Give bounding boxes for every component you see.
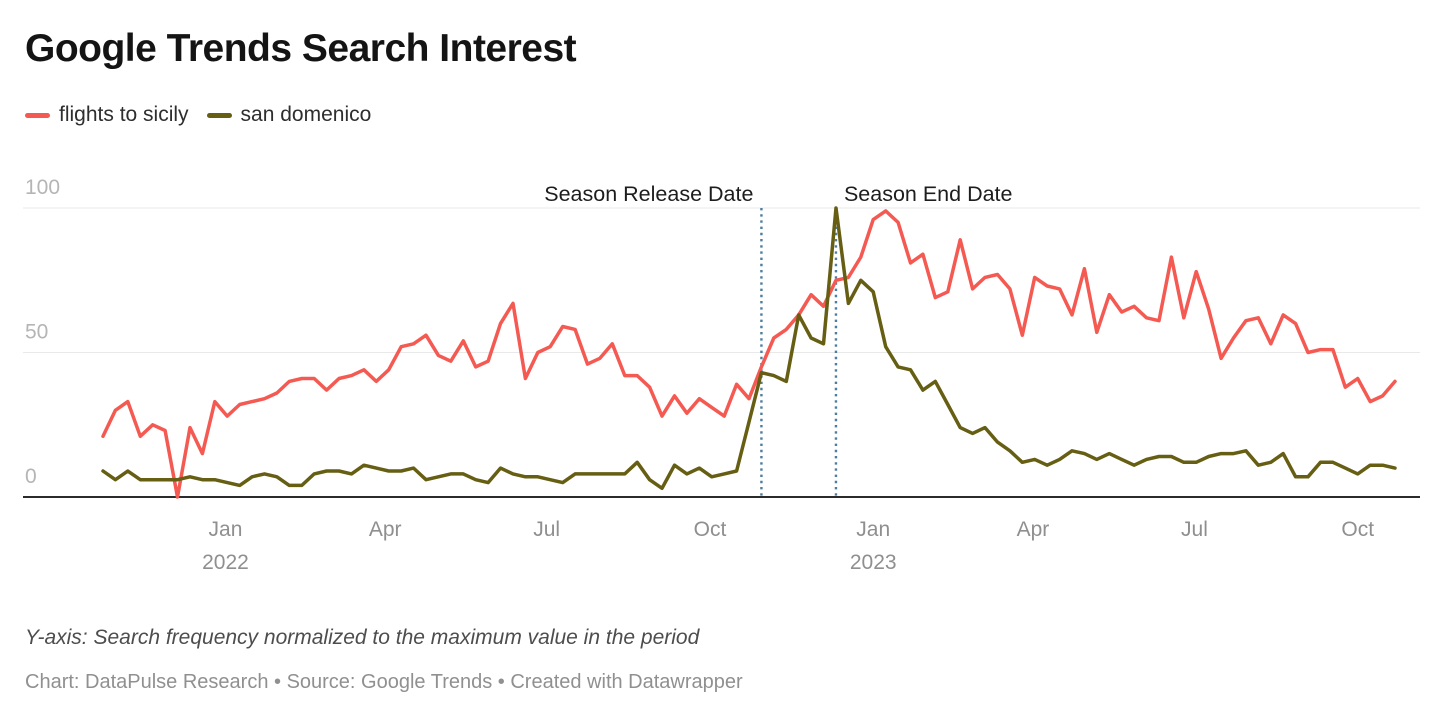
- x-tick-label: Jul: [1181, 518, 1208, 541]
- annotation-label: Season Release Date: [544, 182, 753, 206]
- chart-card: Google Trends Search Interest flights to…: [0, 27, 1440, 693]
- axis-note: Y-axis: Search frequency normalized to t…: [25, 626, 700, 649]
- x-tick-label: Jan: [856, 518, 890, 541]
- x-tick-label: Oct: [694, 518, 727, 541]
- x-tick-label: Jul: [533, 518, 560, 541]
- legend-swatch-flights-to-sicily: [25, 112, 50, 118]
- legend-swatch-san-domenico: [206, 112, 232, 118]
- legend: flights to sicily san domenico: [25, 102, 1420, 128]
- x-tick-label: Apr: [1017, 518, 1050, 541]
- legend-label-san-domenico: san domenico: [240, 103, 372, 126]
- chart-title: Google Trends Search Interest: [25, 27, 577, 70]
- legend-label-flights-to-sicily: flights to sicily: [59, 103, 189, 126]
- legend-item-flights-to-sicily: flights to sicily: [25, 103, 189, 127]
- x-tick-year-label: 2023: [850, 551, 897, 574]
- line-chart[interactable]: 0 50 100 Jan 2022 Apr Jul Oct Jan 2023 Apr Jul Oct Se…: [0, 156, 1440, 598]
- y-tick-label: 50: [25, 321, 48, 344]
- x-tick-year-label: 2022: [202, 551, 249, 574]
- legend-item-san-domenico: san domenico: [206, 103, 372, 127]
- x-tick-label: Oct: [1341, 518, 1374, 541]
- x-tick-label: Apr: [369, 518, 402, 541]
- series-line-san-domenico[interactable]: [101, 206, 1397, 491]
- chart-byline: Chart: DataPulse Research • Source: Goog…: [25, 671, 743, 693]
- x-tick-label: Jan: [209, 518, 243, 541]
- series-line-flights-to-sicily[interactable]: [101, 209, 1397, 499]
- y-tick-label: 0: [25, 465, 37, 488]
- y-tick-label: 100: [25, 176, 60, 199]
- annotation-label: Season End Date: [844, 182, 1013, 206]
